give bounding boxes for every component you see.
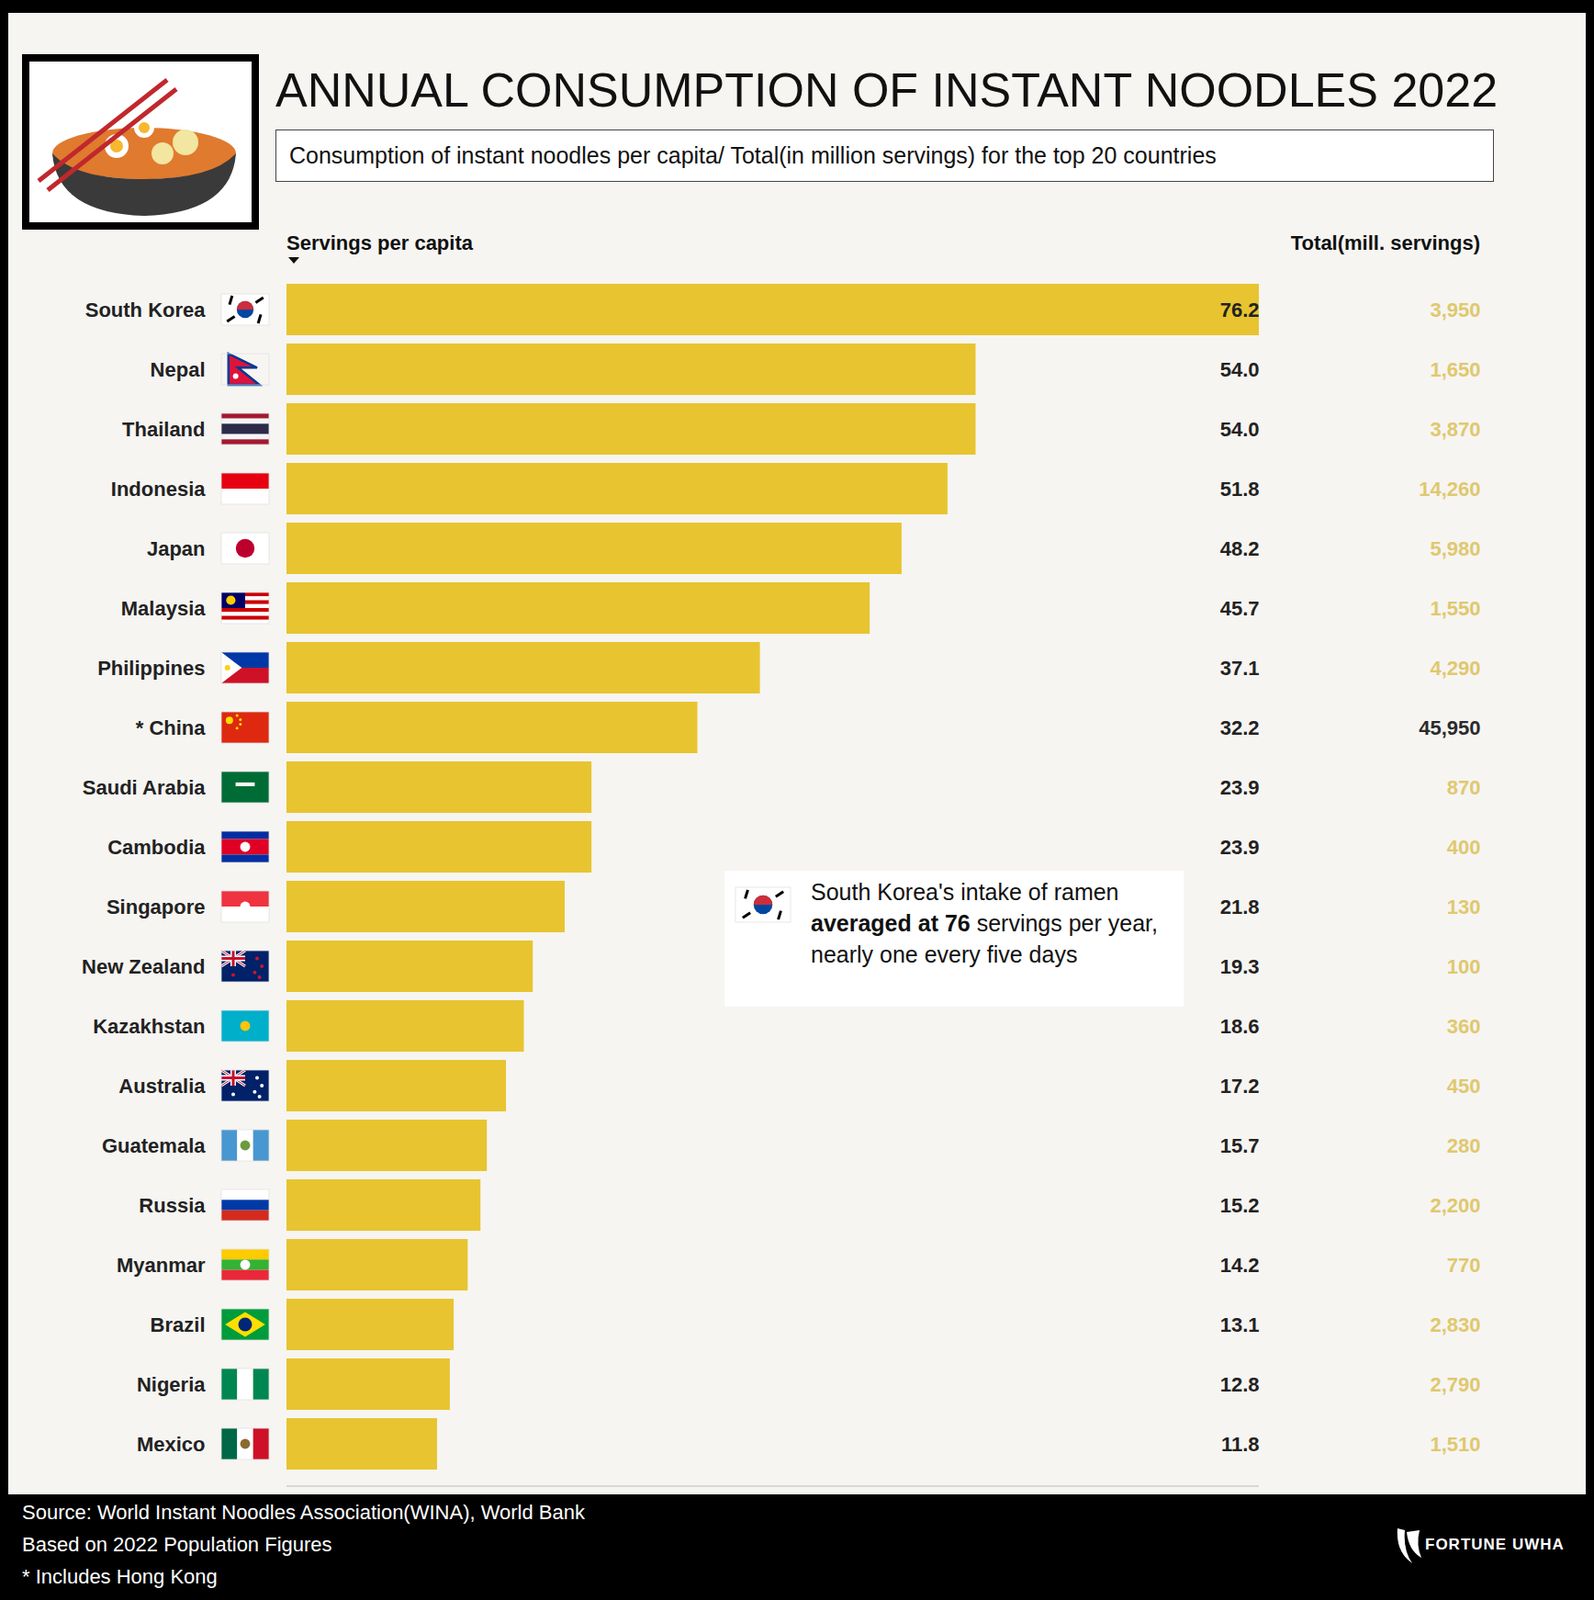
svg-text:2,790: 2,790 xyxy=(1429,1372,1481,1396)
svg-text:14.2: 14.2 xyxy=(1220,1253,1260,1277)
svg-text:3,950: 3,950 xyxy=(1429,298,1481,322)
svg-text:Singapore: Singapore xyxy=(106,895,206,919)
svg-text:17.2: 17.2 xyxy=(1220,1074,1260,1098)
svg-text:Nigeria: Nigeria xyxy=(136,1372,206,1396)
svg-text:Indonesia: Indonesia xyxy=(111,477,206,501)
svg-text:14,260: 14,260 xyxy=(1418,477,1481,501)
svg-text:280: 280 xyxy=(1447,1133,1482,1157)
svg-text:1,550: 1,550 xyxy=(1429,596,1481,620)
svg-text:Australia: Australia xyxy=(118,1074,206,1098)
svg-text:12.8: 12.8 xyxy=(1220,1372,1260,1396)
svg-text:21.8: 21.8 xyxy=(1220,895,1260,919)
svg-text:4,290: 4,290 xyxy=(1429,656,1481,680)
svg-text:15.2: 15.2 xyxy=(1220,1193,1260,1217)
svg-text:450: 450 xyxy=(1447,1074,1482,1098)
svg-text:1,650: 1,650 xyxy=(1429,358,1481,382)
html-text:FORTUNE UWHA: FORTUNE UWHA xyxy=(1425,1535,1565,1553)
svg-text:15.7: 15.7 xyxy=(1220,1133,1260,1157)
svg-text:Kazakhstan: Kazakhstan xyxy=(92,1014,205,1038)
svg-text:13.1: 13.1 xyxy=(1220,1313,1260,1336)
svg-text:23.9: 23.9 xyxy=(1220,835,1260,859)
svg-text:Mexico: Mexico xyxy=(136,1432,206,1456)
svg-text:1,510: 1,510 xyxy=(1429,1432,1481,1456)
svg-text:Nepal: Nepal xyxy=(150,358,206,382)
html-text:Based on 2022 Population Figur: Based on 2022 Population Figures xyxy=(22,1532,333,1556)
html-text:ANNUAL CONSUMPTION OF INSTANT: ANNUAL CONSUMPTION OF INSTANT NOODLES 20… xyxy=(275,63,1498,117)
svg-text:5,980: 5,980 xyxy=(1429,537,1481,561)
svg-text:76.2: 76.2 xyxy=(1220,298,1260,322)
html-text:averaged at 76 servings per ye: averaged at 76 servings per year, nearly… xyxy=(810,909,1158,967)
svg-text:54.0: 54.0 xyxy=(1220,358,1260,382)
svg-text:360: 360 xyxy=(1447,1014,1482,1038)
svg-text:Guatemala: Guatemala xyxy=(101,1133,206,1157)
svg-text:Brazil: Brazil xyxy=(150,1313,206,1336)
svg-text:45,950: 45,950 xyxy=(1418,716,1481,740)
svg-text:Thailand: Thailand xyxy=(122,417,205,441)
html-text:Servings per capita: Servings per capita xyxy=(286,231,473,255)
svg-text:48.2: 48.2 xyxy=(1220,537,1260,561)
html-text:Total(mill. servings): Total(mill. servings) xyxy=(1290,231,1481,255)
svg-text:Myanmar: Myanmar xyxy=(116,1253,206,1277)
svg-text:51.8: 51.8 xyxy=(1220,477,1260,501)
svg-text:3,870: 3,870 xyxy=(1429,417,1481,441)
svg-text:23.9: 23.9 xyxy=(1220,775,1260,799)
svg-text:Japan: Japan xyxy=(146,537,206,561)
svg-text:770: 770 xyxy=(1447,1253,1482,1277)
svg-text:130: 130 xyxy=(1447,895,1482,919)
html-text:* Includes Hong Kong: * Includes Hong Kong xyxy=(22,1564,218,1588)
svg-text:54.0: 54.0 xyxy=(1220,417,1260,441)
svg-text:South Korea: South Korea xyxy=(85,298,207,322)
svg-text:Philippines: Philippines xyxy=(97,656,205,680)
svg-text:2,830: 2,830 xyxy=(1429,1313,1481,1336)
html-text:South Korea's intake of ramen: South Korea's intake of ramen xyxy=(810,878,1119,905)
svg-text:37.1: 37.1 xyxy=(1220,656,1260,680)
svg-text:Russia: Russia xyxy=(138,1193,206,1217)
svg-text:870: 870 xyxy=(1447,775,1482,799)
svg-text:Saudi Arabia: Saudi Arabia xyxy=(82,775,206,799)
svg-text:Malaysia: Malaysia xyxy=(121,596,206,620)
html-text:Source: World Instant Noodles: Source: World Instant Noodles Associatio… xyxy=(22,1500,585,1524)
svg-text:32.2: 32.2 xyxy=(1220,716,1260,740)
svg-text:19.3: 19.3 xyxy=(1220,954,1260,978)
svg-text:18.6: 18.6 xyxy=(1220,1014,1260,1038)
svg-text:45.7: 45.7 xyxy=(1220,596,1260,620)
svg-text:New Zealand: New Zealand xyxy=(81,954,205,978)
svg-text:* China: * China xyxy=(135,716,207,740)
html-text:Consumption of instant noodles: Consumption of instant noodles per capit… xyxy=(289,142,1217,169)
svg-text:11.8: 11.8 xyxy=(1221,1432,1260,1456)
svg-text:Cambodia: Cambodia xyxy=(107,835,206,859)
svg-text:100: 100 xyxy=(1447,954,1482,978)
svg-text:2,200: 2,200 xyxy=(1429,1193,1481,1217)
svg-text:400: 400 xyxy=(1447,835,1482,859)
